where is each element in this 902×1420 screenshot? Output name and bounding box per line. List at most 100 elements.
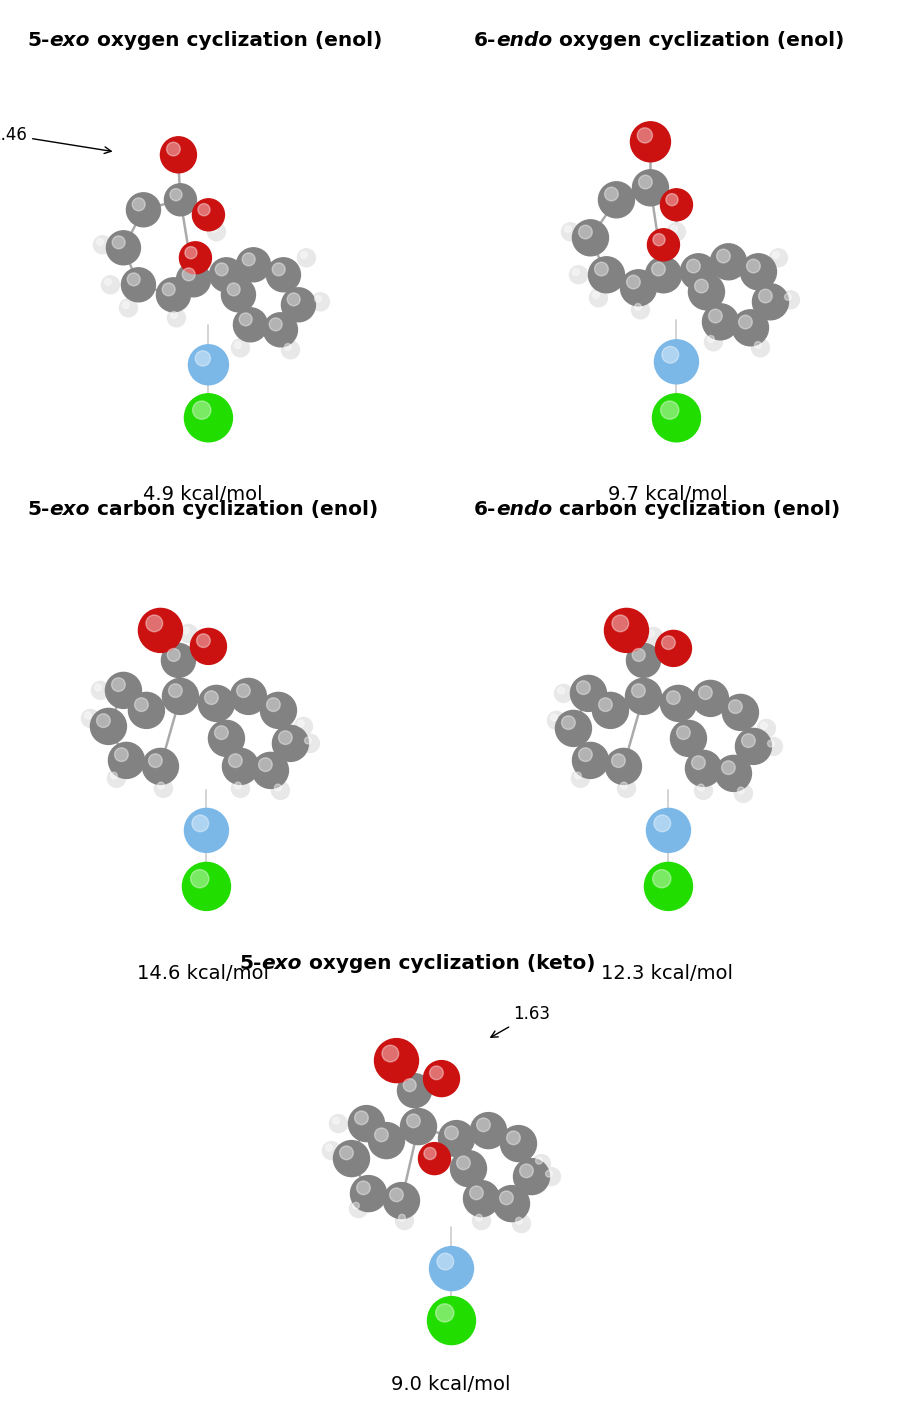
Circle shape bbox=[351, 1176, 386, 1211]
Circle shape bbox=[555, 684, 573, 703]
Circle shape bbox=[473, 1211, 491, 1230]
Text: 5-: 5- bbox=[239, 954, 262, 973]
Circle shape bbox=[263, 312, 298, 346]
Circle shape bbox=[195, 351, 210, 366]
Circle shape bbox=[695, 280, 708, 293]
Circle shape bbox=[573, 220, 609, 256]
Circle shape bbox=[227, 283, 240, 295]
Circle shape bbox=[450, 1150, 486, 1187]
Circle shape bbox=[513, 1159, 549, 1194]
Circle shape bbox=[177, 263, 210, 297]
Circle shape bbox=[236, 248, 271, 281]
Circle shape bbox=[228, 754, 243, 767]
Circle shape bbox=[661, 636, 676, 649]
Circle shape bbox=[301, 734, 319, 753]
Circle shape bbox=[197, 633, 210, 648]
Circle shape bbox=[557, 687, 565, 694]
Circle shape bbox=[167, 649, 180, 662]
Circle shape bbox=[230, 679, 266, 714]
Circle shape bbox=[667, 690, 680, 704]
Circle shape bbox=[279, 731, 292, 744]
Circle shape bbox=[648, 630, 654, 638]
Circle shape bbox=[192, 199, 225, 231]
Circle shape bbox=[403, 1079, 416, 1092]
Circle shape bbox=[167, 142, 180, 156]
Circle shape bbox=[333, 1118, 339, 1125]
Circle shape bbox=[542, 1167, 560, 1186]
Circle shape bbox=[593, 693, 629, 728]
Circle shape bbox=[670, 226, 677, 233]
Circle shape bbox=[161, 643, 196, 677]
Circle shape bbox=[182, 628, 189, 633]
Circle shape bbox=[128, 693, 164, 728]
Circle shape bbox=[627, 643, 660, 677]
Circle shape bbox=[143, 748, 179, 784]
Circle shape bbox=[612, 754, 625, 767]
Circle shape bbox=[573, 268, 579, 275]
Circle shape bbox=[735, 728, 771, 764]
Circle shape bbox=[334, 1140, 370, 1177]
Circle shape bbox=[207, 223, 226, 241]
Circle shape bbox=[407, 1115, 420, 1127]
Circle shape bbox=[734, 784, 752, 802]
Circle shape bbox=[168, 308, 186, 327]
Circle shape bbox=[648, 229, 679, 261]
Circle shape bbox=[162, 679, 198, 714]
Circle shape bbox=[390, 1189, 403, 1201]
Circle shape bbox=[287, 293, 300, 305]
Circle shape bbox=[170, 311, 178, 318]
Text: 9.0 kcal/mol: 9.0 kcal/mol bbox=[391, 1376, 511, 1394]
Circle shape bbox=[243, 253, 255, 266]
Circle shape bbox=[695, 781, 713, 799]
Circle shape bbox=[741, 734, 755, 747]
Circle shape bbox=[374, 1127, 388, 1142]
Circle shape bbox=[578, 226, 593, 239]
Circle shape bbox=[572, 770, 590, 788]
Circle shape bbox=[134, 697, 148, 711]
Circle shape bbox=[445, 1126, 458, 1140]
Circle shape bbox=[632, 170, 668, 206]
Text: exo: exo bbox=[50, 500, 90, 518]
Circle shape bbox=[235, 782, 242, 790]
Circle shape bbox=[536, 1157, 542, 1164]
Circle shape bbox=[323, 1142, 340, 1160]
Circle shape bbox=[112, 677, 125, 692]
Circle shape bbox=[369, 1123, 404, 1159]
Circle shape bbox=[688, 274, 724, 310]
Circle shape bbox=[85, 711, 91, 719]
Circle shape bbox=[621, 782, 628, 790]
Circle shape bbox=[259, 758, 272, 771]
Circle shape bbox=[639, 175, 652, 189]
Circle shape bbox=[532, 1154, 550, 1173]
Circle shape bbox=[604, 187, 618, 200]
Circle shape bbox=[133, 197, 145, 210]
Circle shape bbox=[711, 244, 747, 280]
Circle shape bbox=[105, 278, 111, 285]
Circle shape bbox=[660, 189, 693, 220]
Circle shape bbox=[184, 808, 228, 852]
Circle shape bbox=[146, 615, 162, 632]
Circle shape bbox=[383, 1183, 419, 1218]
Text: oxygen cyclization (enol): oxygen cyclization (enol) bbox=[90, 31, 382, 50]
Circle shape bbox=[575, 772, 582, 780]
Circle shape bbox=[266, 258, 300, 291]
Circle shape bbox=[374, 1038, 419, 1082]
Text: endo: endo bbox=[496, 500, 552, 518]
Circle shape bbox=[216, 263, 228, 275]
Circle shape bbox=[634, 304, 641, 311]
Text: 1.46: 1.46 bbox=[0, 126, 111, 153]
Circle shape bbox=[326, 1145, 333, 1152]
Circle shape bbox=[123, 301, 129, 308]
Text: 4.9 kcal/mol: 4.9 kcal/mol bbox=[143, 486, 262, 504]
Circle shape bbox=[768, 740, 774, 747]
Circle shape bbox=[686, 260, 700, 273]
Circle shape bbox=[261, 693, 297, 728]
Circle shape bbox=[300, 251, 308, 258]
Circle shape bbox=[184, 393, 233, 442]
Circle shape bbox=[752, 284, 788, 320]
Circle shape bbox=[298, 248, 316, 267]
Circle shape bbox=[716, 248, 731, 263]
Circle shape bbox=[232, 780, 250, 798]
Circle shape bbox=[189, 345, 228, 385]
Circle shape bbox=[676, 726, 690, 740]
